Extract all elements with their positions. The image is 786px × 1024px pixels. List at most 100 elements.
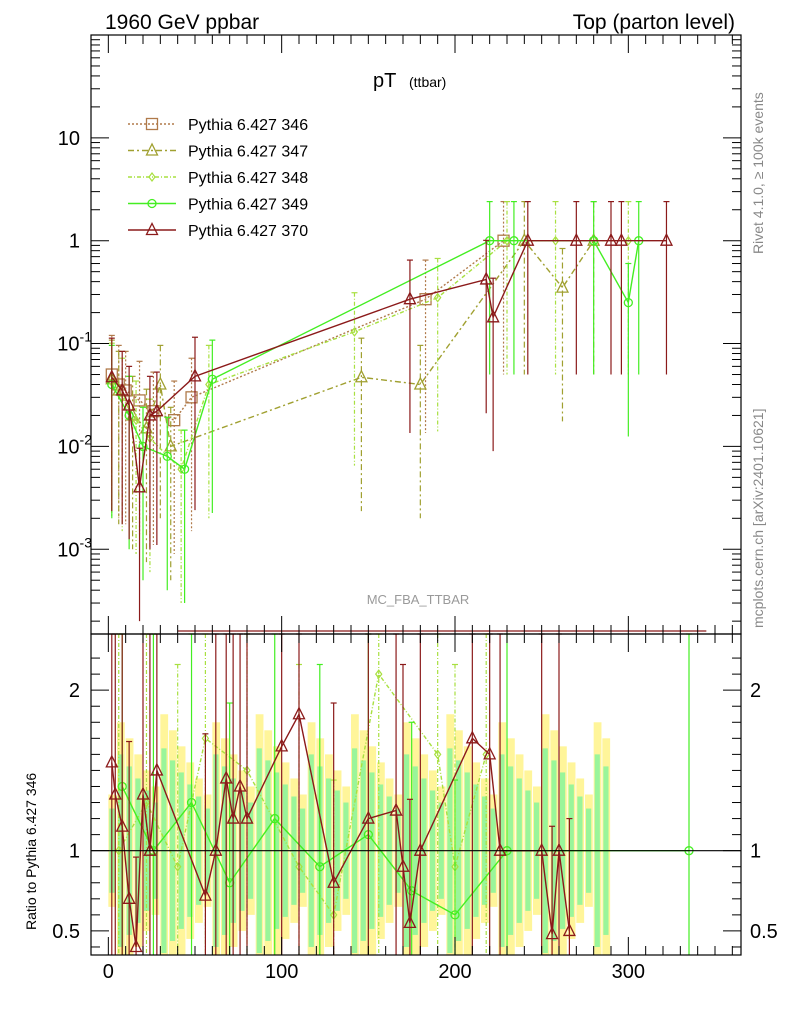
- upper-data-point: [132, 415, 140, 426]
- ratio-data-point: [136, 786, 150, 800]
- ratio-series-2: [105, 633, 576, 955]
- axes: 10 1 10-1 10-2 10-3 0 100 200 300 2 2 1 1 0.5 0.5: [52, 34, 778, 983]
- upper-data-point: [164, 438, 178, 452]
- ratio-y-tick-label-right: 2: [750, 680, 761, 702]
- ratio-y-tick-label: 2: [69, 680, 80, 702]
- upper-data-point: [150, 403, 164, 417]
- upper-data-point: [486, 309, 500, 323]
- upper-data-point: [623, 297, 633, 308]
- ratio-data-point: [315, 862, 325, 872]
- upper-data-point: [413, 376, 427, 390]
- ratio-data-point: [433, 749, 442, 760]
- upper-data-point: [403, 291, 417, 305]
- upper-data-point: [521, 232, 535, 246]
- upper-data-point: [604, 232, 618, 246]
- ratio-y-tick-label-right: 0.5: [750, 921, 778, 943]
- ratio-data-point: [233, 778, 247, 792]
- ratio-data-point: [413, 842, 427, 856]
- upper-data-point: [119, 384, 132, 397]
- legend-marker: [145, 117, 159, 131]
- ratio-data-point: [209, 842, 223, 856]
- legend: Pythia 6.427 346 Pythia 6.427 347 Pythia 6…: [128, 117, 308, 240]
- ratio-data-point: [143, 842, 157, 856]
- ratio-series-1: [117, 633, 694, 955]
- ratio-data-point: [493, 842, 507, 856]
- energy-label: 1960 GeV ppbar: [105, 11, 259, 34]
- legend-entry: Pythia 6.427 348: [128, 170, 308, 187]
- upper-data-point: [551, 235, 560, 246]
- legend-label: Pythia 6.427 348: [188, 170, 308, 187]
- x-tick-label: 300: [612, 961, 645, 983]
- ratio-data-point: [186, 797, 197, 808]
- ratio-frame: [90, 633, 742, 956]
- ratio-data-point: [407, 886, 417, 896]
- mcplots-info: mcplots.cern.ch [arXiv:2401.10621]: [750, 409, 766, 628]
- upper-data-point: [179, 464, 190, 474]
- ratio-data-point: [275, 738, 289, 752]
- ratio-data-point: [465, 730, 479, 744]
- upper-data-point: [503, 235, 511, 246]
- ratio-data-point: [396, 858, 410, 872]
- ratio-data-point: [535, 842, 549, 856]
- upper-data-point: [185, 391, 198, 404]
- ratio-data-point: [403, 914, 417, 929]
- ratio-data-point: [122, 890, 136, 904]
- x-tick-label: 0: [103, 961, 114, 983]
- legend-label: Pythia 6.427 349: [188, 197, 308, 214]
- upper-data-point: [569, 232, 583, 246]
- ratio-data-point: [129, 939, 143, 953]
- ratio-data-point: [552, 842, 566, 856]
- ratio-data-point: [389, 802, 403, 816]
- ratio-data-point: [545, 926, 559, 940]
- upper-data-point: [207, 374, 217, 384]
- ratio-y-tick-label-right: 1: [750, 841, 761, 863]
- ratio-data-point: [114, 845, 123, 856]
- ratio-data-point: [219, 770, 233, 784]
- upper-data-point: [479, 271, 493, 285]
- legend-marker: [147, 198, 157, 209]
- plot-title-sub: (ttbar): [409, 74, 446, 90]
- ratio-y-tick-label: 0.5: [52, 921, 80, 943]
- upper-data-point: [115, 382, 129, 396]
- legend-marker: [148, 172, 156, 182]
- upper-data-point: [354, 369, 368, 383]
- ratio-data-point: [150, 762, 164, 776]
- legend-label: Pythia 6.427 370: [188, 223, 308, 240]
- ratio-data-point: [327, 874, 341, 888]
- ratio-data-point: [240, 810, 254, 824]
- upper-data-point: [162, 451, 172, 462]
- y-tick-label: 10-1: [57, 329, 92, 356]
- upper-data-point: [132, 479, 147, 493]
- x-tick-label: 200: [438, 961, 471, 983]
- upper-series-1: [105, 200, 601, 581]
- legend-marker: [145, 222, 159, 236]
- ratio-data-point: [173, 861, 182, 872]
- ratio-data-point: [292, 706, 306, 720]
- upper-data-point: [153, 376, 167, 390]
- upper-series-line: [111, 240, 629, 471]
- upper-data-point: [555, 279, 570, 293]
- y-tick-label: 10-2: [57, 431, 92, 458]
- y-tick-label: 1: [69, 231, 80, 253]
- legend-entry: Pythia 6.427 370: [128, 222, 308, 240]
- upper-data-point: [122, 397, 136, 411]
- analysis-watermark: MC_FBA_TTBAR: [367, 592, 470, 607]
- upper-data-point: [509, 236, 519, 246]
- ratio-data-point: [450, 910, 460, 920]
- upper-data-point: [188, 368, 202, 382]
- upper-data-point: [168, 414, 181, 427]
- ratio-data-point: [226, 810, 240, 824]
- legend-entry: Pythia 6.427 347: [128, 142, 308, 161]
- upper-data-point: [139, 420, 154, 434]
- upper-data-point: [614, 232, 628, 246]
- legend-marker: [145, 142, 159, 156]
- ratio-ylabel: Ratio to Pythia 6.427 346: [23, 773, 39, 930]
- upper-series-4: [105, 200, 674, 622]
- ratio-data-point: [108, 786, 122, 800]
- upper-data-point: [419, 293, 432, 306]
- upper-data-point: [433, 292, 442, 303]
- upper-data-point: [133, 394, 146, 407]
- rivet-info: Rivet 4.1.0, ≥ 100k events: [750, 92, 766, 254]
- ratio-data-point: [270, 813, 280, 824]
- ratio-data-point: [105, 754, 119, 768]
